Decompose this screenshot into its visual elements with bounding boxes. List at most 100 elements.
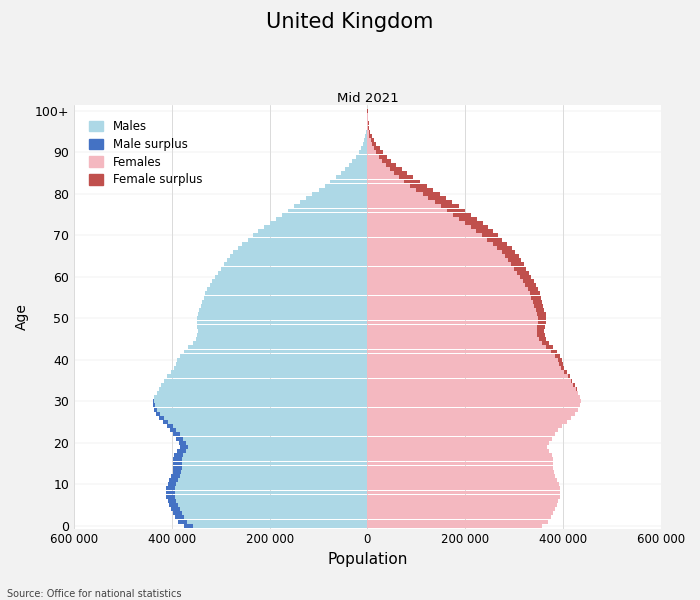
Bar <box>153 403 155 407</box>
Bar <box>520 275 531 279</box>
Bar <box>368 134 372 138</box>
Bar <box>368 511 553 515</box>
Bar <box>237 246 368 250</box>
Bar <box>390 167 402 171</box>
Bar <box>368 287 538 291</box>
Bar <box>242 242 368 245</box>
Bar <box>156 412 368 416</box>
Bar <box>197 333 368 337</box>
Bar <box>159 416 368 420</box>
Text: United Kingdom: United Kingdom <box>266 12 434 32</box>
Bar <box>162 383 368 386</box>
Bar <box>361 146 368 150</box>
X-axis label: Population: Population <box>327 552 407 567</box>
Bar <box>198 329 368 333</box>
Bar <box>181 445 368 449</box>
Bar <box>538 320 546 325</box>
Bar <box>171 370 368 374</box>
Bar <box>368 416 571 420</box>
Bar <box>176 362 368 366</box>
Bar <box>368 403 580 407</box>
Bar <box>197 312 368 316</box>
Bar <box>530 292 540 295</box>
Bar <box>202 300 368 304</box>
Bar <box>157 391 368 395</box>
Bar <box>154 407 368 412</box>
Bar <box>368 184 426 188</box>
Bar <box>205 292 368 295</box>
Bar <box>307 196 368 200</box>
Bar <box>282 212 368 217</box>
Bar <box>174 433 180 436</box>
Bar <box>368 383 575 386</box>
Bar <box>368 362 563 366</box>
Bar <box>368 366 564 370</box>
Bar <box>368 151 383 154</box>
Y-axis label: Age: Age <box>15 303 29 330</box>
Bar <box>199 308 368 312</box>
Bar <box>368 466 553 470</box>
Bar <box>204 296 368 299</box>
Bar <box>471 225 488 229</box>
Bar <box>561 366 564 370</box>
Bar <box>368 225 488 229</box>
Bar <box>368 474 555 478</box>
Bar <box>181 445 188 449</box>
Bar <box>167 494 175 499</box>
Bar <box>176 437 183 440</box>
Bar <box>169 503 178 507</box>
Legend: Males, Male surplus, Females, Female surplus: Males, Male surplus, Females, Female sur… <box>80 110 212 196</box>
Bar <box>534 304 543 308</box>
Bar <box>459 217 477 221</box>
Bar <box>173 470 368 474</box>
Bar <box>215 275 368 279</box>
Bar <box>368 424 561 428</box>
Bar <box>368 487 560 490</box>
Bar <box>514 266 526 271</box>
Bar <box>547 346 553 349</box>
Bar <box>368 400 581 403</box>
Bar <box>175 515 184 520</box>
Bar <box>368 242 507 245</box>
Bar <box>539 337 546 341</box>
Bar <box>173 511 368 515</box>
Bar <box>156 412 160 416</box>
Bar <box>368 374 570 379</box>
Bar <box>159 416 164 420</box>
Bar <box>368 159 391 163</box>
Bar <box>218 271 368 275</box>
Bar <box>368 524 542 527</box>
Bar <box>171 507 180 511</box>
Bar <box>163 420 168 424</box>
Bar <box>573 383 575 386</box>
Bar <box>368 507 555 511</box>
Bar <box>178 520 368 524</box>
Bar <box>493 242 507 245</box>
Bar <box>178 520 187 524</box>
Bar <box>336 175 368 179</box>
Bar <box>538 316 546 320</box>
Bar <box>288 209 368 212</box>
Bar <box>197 325 368 329</box>
Bar <box>368 266 526 271</box>
Bar <box>368 461 553 466</box>
Bar <box>167 424 174 428</box>
Bar <box>370 134 372 138</box>
Bar <box>374 146 379 150</box>
Bar <box>173 457 181 461</box>
Bar <box>167 482 368 486</box>
Bar <box>523 279 533 283</box>
Bar <box>227 259 368 262</box>
Bar <box>368 478 556 482</box>
Bar <box>368 254 519 258</box>
Bar <box>174 433 368 436</box>
Bar <box>399 175 414 179</box>
Bar <box>368 412 575 416</box>
Bar <box>233 250 368 254</box>
Bar <box>212 279 368 283</box>
Bar <box>368 262 524 266</box>
Bar <box>568 374 570 379</box>
Bar <box>170 428 368 432</box>
Bar <box>325 184 368 188</box>
Bar <box>368 250 515 254</box>
